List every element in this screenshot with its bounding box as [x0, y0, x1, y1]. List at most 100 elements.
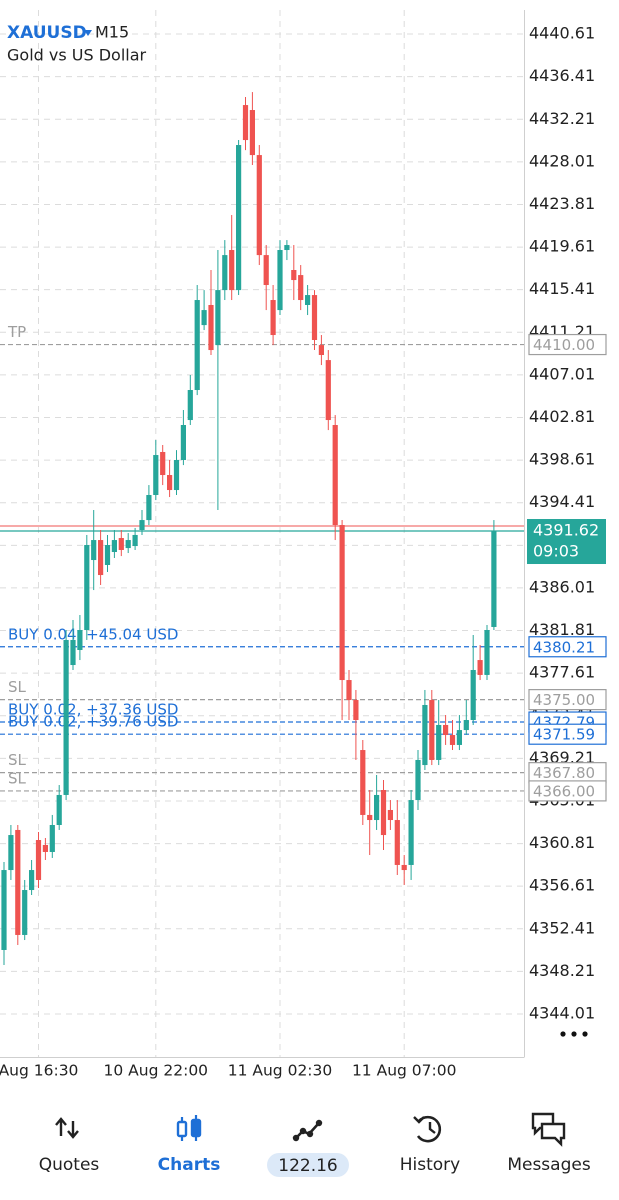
bottom-nav: Quotes Charts 122.16 History Messages [39, 1112, 591, 1177]
candle-body [332, 425, 338, 526]
candle-body [367, 814, 373, 821]
candle-body [132, 534, 138, 547]
candle-body [374, 794, 380, 821]
symbol-dropdown[interactable] [84, 30, 92, 36]
nav-label[interactable]: Charts [158, 1155, 221, 1175]
x-tick-label: 11 Aug 07:00 [352, 1062, 457, 1080]
candle-body [339, 525, 345, 681]
candle-body [153, 455, 159, 496]
candle-body [463, 720, 469, 731]
candle-body [104, 545, 111, 565]
candle-body [380, 790, 387, 836]
level-price: 4371.59 [533, 726, 595, 744]
y-tick-label: 4398.61 [529, 450, 595, 469]
y-tick-label: 4386.01 [529, 577, 595, 596]
balance[interactable]: 122.16 [278, 1156, 337, 1176]
nav-label[interactable]: Messages [507, 1155, 591, 1175]
candle-body [29, 870, 35, 891]
candle-body [484, 630, 490, 675]
level-tag: SL [8, 769, 27, 787]
history-icon [416, 1115, 442, 1143]
y-tick-label: 4432.21 [529, 109, 595, 128]
candle-body [477, 660, 483, 675]
level-price-box [528, 780, 607, 802]
level-price-box [528, 636, 607, 658]
nav-history[interactable]: History [400, 1115, 460, 1175]
candle-body [111, 540, 117, 553]
candle-body [35, 840, 42, 880]
level-price: 4380.21 [533, 638, 595, 656]
candle-body [401, 864, 407, 871]
nav-label[interactable]: History [400, 1155, 460, 1175]
current-price: 4391.62 [533, 521, 599, 540]
timeframe[interactable]: M15 [95, 23, 129, 42]
level-price: 4367.80 [533, 764, 595, 782]
candle-body [436, 724, 442, 760]
candle-body [70, 639, 76, 666]
candle-body [311, 295, 318, 340]
y-tick-label: 4377.61 [529, 663, 595, 682]
nav-label[interactable]: Quotes [39, 1155, 100, 1175]
candle-body [325, 360, 331, 421]
candle-body [8, 835, 14, 871]
nav-quotes[interactable]: Quotes [39, 1117, 100, 1175]
candle-body [443, 724, 449, 736]
candle-body [15, 829, 21, 935]
dot [571, 1031, 577, 1037]
candle-body [346, 680, 352, 701]
candle-body [63, 639, 69, 795]
candle-body [187, 390, 193, 421]
candle-body [456, 730, 462, 745]
candle-body [98, 540, 104, 576]
nav-charts[interactable]: Charts [158, 1115, 221, 1175]
y-tick-label: 4348.21 [529, 961, 595, 980]
candle-body [491, 531, 497, 627]
header[interactable]: XAUUSD M15 Gold vs US Dollar [7, 23, 147, 65]
candle-body [56, 794, 62, 825]
candle-body [118, 538, 124, 550]
trade-icon-dot [315, 1119, 323, 1127]
candle-body [173, 460, 180, 491]
level-price: 4410.00 [533, 336, 595, 354]
candle-body [305, 295, 311, 305]
candle-body [22, 890, 28, 935]
nav-messages[interactable]: Messages [507, 1112, 591, 1175]
symbol[interactable]: XAUUSD [7, 23, 87, 43]
candle-body [208, 304, 214, 351]
candle-body [242, 105, 249, 141]
candle-body [429, 700, 435, 760]
y-tick-label: 4423.81 [529, 194, 595, 213]
charts-icon-body [190, 1118, 202, 1138]
dot [560, 1031, 566, 1037]
level-tag: TP [7, 323, 26, 341]
trade-icon-dot [299, 1127, 307, 1135]
level-tag: BUY 0.02, +37.36 USD [8, 701, 178, 719]
level-price-box [528, 723, 607, 745]
level-tag: BUY 0.04, +45.04 USD [8, 625, 178, 643]
candle-body [180, 425, 186, 461]
candles [1, 92, 497, 965]
levels: TP BUY 0.04, +45.04 USD SL BUY 0.02, +37.36… [0, 323, 524, 792]
candle-body [125, 540, 131, 549]
bar-countdown: 09:03 [533, 542, 579, 561]
more-button[interactable] [560, 1031, 588, 1037]
y-tick-label: 4419.61 [529, 237, 595, 256]
candle-body [49, 824, 55, 852]
y-tick-label: 4402.81 [529, 407, 595, 426]
level-tag: BUY 0.02, +39.76 USD [8, 713, 178, 731]
level-tag: SL [8, 678, 27, 696]
candle-body [1, 870, 7, 950]
candle-body [146, 495, 152, 521]
candle-body [256, 155, 262, 256]
candle-body [470, 669, 476, 721]
candle-body [291, 270, 297, 281]
balance-pill [267, 1153, 349, 1177]
y-tick-label: 4381.81 [529, 620, 595, 639]
nav-trade[interactable]: 122.16 [267, 1119, 349, 1177]
candle-body [270, 300, 276, 336]
history-icon-arrow [413, 1116, 425, 1124]
